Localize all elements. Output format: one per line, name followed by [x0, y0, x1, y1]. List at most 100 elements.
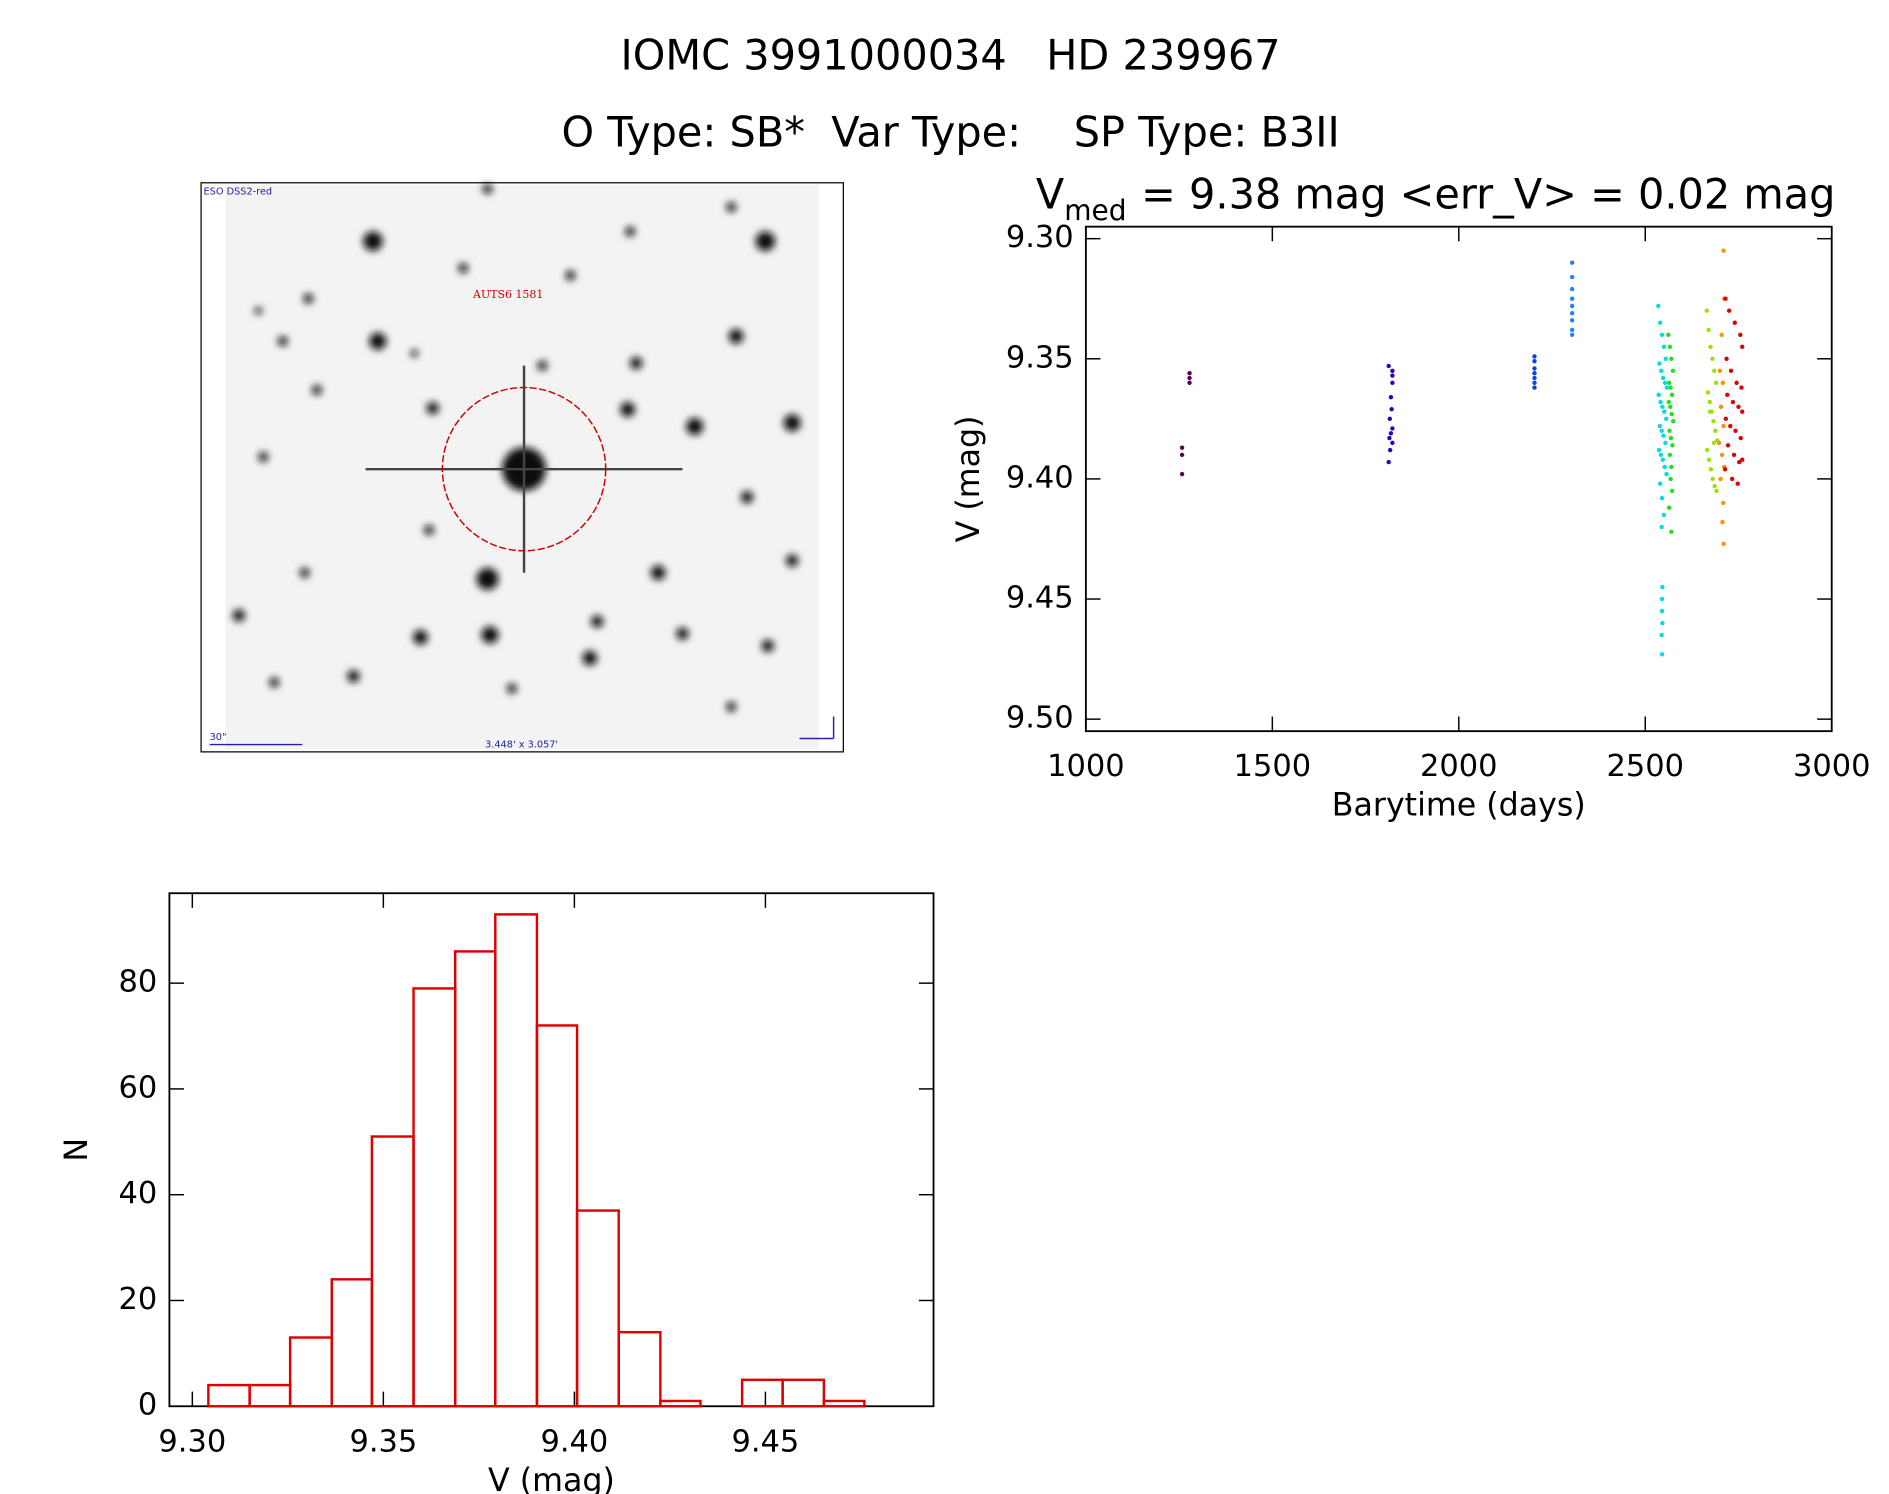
data-point [1668, 385, 1673, 390]
data-point [1187, 375, 1192, 381]
data-point [1656, 392, 1661, 398]
data-point [1663, 440, 1668, 446]
data-point [1734, 380, 1739, 386]
data-point [1666, 380, 1672, 386]
histogram-bar [288, 1336, 333, 1408]
data-point [1532, 385, 1537, 390]
histogram-bar [207, 1383, 251, 1408]
data-point [1711, 440, 1717, 446]
data-point [1710, 356, 1715, 361]
data-point [1387, 416, 1392, 422]
data-point [1659, 524, 1664, 530]
data-point [1668, 435, 1674, 441]
histogram-bar [330, 1278, 374, 1408]
x-tick-label: 9.40 [540, 1424, 608, 1459]
data-point [1704, 308, 1709, 313]
data-point [1659, 652, 1665, 657]
data-point [1666, 399, 1671, 405]
data-point [1730, 399, 1736, 405]
plot-title: Vmed = 9.38 mag <err_V> = 0.02 mag [1036, 170, 1836, 227]
data-point [1179, 471, 1185, 477]
data-point [1719, 452, 1725, 458]
data-point [1661, 433, 1666, 438]
scale-label: 30" [210, 732, 227, 743]
data-point [1710, 476, 1715, 482]
data-point [1739, 385, 1744, 390]
data-point [1713, 428, 1718, 434]
histogram-bar [248, 1383, 292, 1408]
data-point [1657, 320, 1663, 325]
data-point [1569, 303, 1575, 309]
data-point [1659, 332, 1665, 337]
y-tick-label: 9.30 [1006, 220, 1074, 255]
data-point [1179, 452, 1185, 458]
x-tick-label: 2500 [1606, 749, 1684, 784]
title-rest: = 9.38 mag <err_V> = 0.02 mag [1141, 170, 1835, 218]
title-main: V [1036, 170, 1064, 218]
data-point [1705, 390, 1711, 395]
y-axis-label: N [59, 1138, 95, 1162]
data-point [1731, 452, 1737, 458]
data-point [1660, 375, 1666, 381]
x-tick-label: 1500 [1234, 749, 1312, 784]
data-point [1725, 443, 1731, 448]
histogram-bar [781, 1378, 826, 1408]
data-point [1721, 541, 1726, 546]
y-tick-label: 80 [118, 965, 157, 1000]
histogram-bar [617, 1330, 662, 1408]
data-point [1735, 481, 1740, 486]
data-point [1669, 488, 1675, 494]
data-point [1724, 356, 1729, 361]
data-point [1728, 423, 1733, 429]
data-point [1729, 476, 1735, 482]
data-point [1740, 344, 1745, 349]
data-point [1725, 392, 1730, 398]
survey-label: ESO DSS2-red [204, 186, 273, 197]
data-point [1388, 395, 1394, 400]
data-point [1720, 380, 1726, 386]
stars [232, 184, 801, 712]
data-point [1656, 447, 1662, 453]
data-point [1664, 471, 1669, 477]
data-point [1718, 476, 1723, 482]
data-point [1728, 368, 1734, 373]
data-point [1667, 452, 1673, 458]
data-point [1659, 596, 1665, 602]
y-tick-label: 9.50 [1006, 701, 1074, 736]
y-tick-label: 9.40 [1006, 460, 1074, 495]
y-tick-label: 20 [118, 1282, 157, 1317]
data-point [1660, 457, 1665, 462]
data-point [1718, 404, 1724, 410]
data-point [1721, 500, 1726, 506]
x-axis-label: V (mag) [488, 1463, 615, 1494]
figure-title: IOMC 3991000034 HD 239967 [621, 31, 1281, 79]
data-point [1659, 368, 1664, 373]
data-point [1390, 380, 1395, 386]
data-point [1662, 464, 1667, 470]
data-point [1661, 512, 1667, 518]
x-tick-label: 3000 [1793, 749, 1871, 784]
data-point [1657, 423, 1662, 429]
data-point [1657, 481, 1663, 486]
x-axis-label: Barytime (days) [1332, 788, 1586, 824]
data-point [1708, 467, 1714, 472]
data-point [1569, 332, 1575, 337]
histogram-bar [453, 950, 497, 1408]
data-point [1711, 419, 1716, 424]
data-point [1669, 356, 1674, 361]
y-axis-label: V (mag) [951, 416, 987, 543]
data-point [1671, 419, 1676, 424]
data-point [1656, 303, 1661, 309]
histogram-bar [575, 1209, 620, 1408]
x-tick-label: 1000 [1047, 749, 1125, 784]
data-point [1187, 380, 1192, 386]
data-point [1569, 274, 1575, 280]
data-point [1716, 440, 1722, 446]
data-point [1670, 443, 1675, 448]
x-tick-label: 9.30 [158, 1424, 226, 1459]
data-point [1740, 457, 1745, 462]
data-point [1721, 248, 1726, 253]
data-point [1721, 423, 1726, 429]
data-point [1532, 375, 1537, 381]
